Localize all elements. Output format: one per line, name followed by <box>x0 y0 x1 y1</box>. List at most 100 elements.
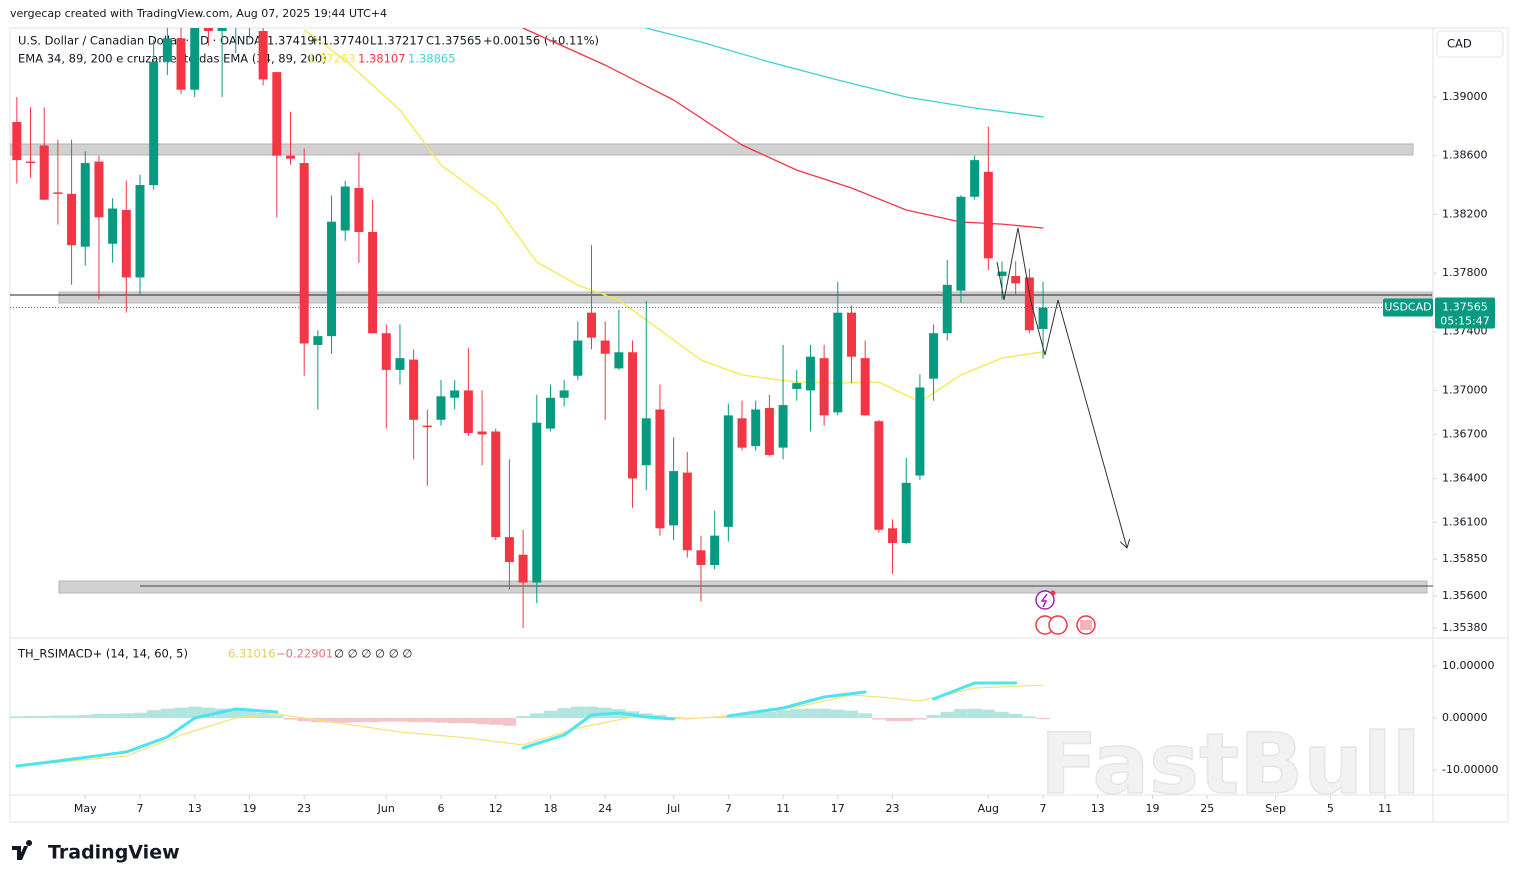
zone <box>58 580 1428 594</box>
candle-body <box>135 185 145 278</box>
credit: vergecap created with TradingView.com, A… <box>10 7 387 20</box>
currency-button[interactable] <box>1436 30 1504 58</box>
histogram-bar <box>735 713 749 718</box>
histogram-bar <box>776 710 790 718</box>
candle-body <box>299 163 309 344</box>
x-tick-label: 13 <box>1091 802 1105 815</box>
candle-body <box>1024 277 1034 331</box>
histogram-bar <box>981 709 996 718</box>
x-tick-label: Jul <box>666 802 680 815</box>
y-tick-label: 1.38600 <box>1442 149 1488 162</box>
y-tick-label: 1.37800 <box>1442 266 1488 279</box>
indicator-pane <box>10 681 1050 768</box>
histogram-bar <box>762 711 777 718</box>
histogram-bar <box>393 717 407 722</box>
event-icon[interactable] <box>1035 590 1055 610</box>
x-tick-label: Sep <box>1265 802 1286 815</box>
y-tick-label: 1.35600 <box>1442 589 1488 602</box>
histogram-bar <box>926 714 941 718</box>
candle-body <box>409 359 419 420</box>
candle-body <box>833 312 843 413</box>
candle-body <box>217 28 227 32</box>
x-tick-label: 12 <box>489 802 503 815</box>
candle-body <box>778 405 788 448</box>
flag-ca[interactable] <box>1048 615 1068 635</box>
logo-mark <box>12 840 33 860</box>
x-tick-label: 6 <box>438 802 445 815</box>
histogram-bar <box>1022 716 1037 718</box>
candle-body <box>108 208 118 244</box>
x-tick-label: 18 <box>543 802 557 815</box>
x-tick-label: 11 <box>776 802 790 815</box>
y-tick-label: 1.35380 <box>1442 621 1488 634</box>
histogram-bar <box>105 713 120 718</box>
histogram-bar <box>666 716 681 718</box>
histogram-bar <box>543 710 558 718</box>
histogram-bar <box>365 717 380 723</box>
histogram-bar <box>995 711 1009 718</box>
line <box>303 29 1044 403</box>
candle-body <box>80 163 90 247</box>
candle-body <box>805 356 815 391</box>
candle-body <box>258 31 268 80</box>
x-tick-label: 7 <box>136 802 143 815</box>
candle-body <box>450 390 460 398</box>
candle-body <box>203 28 213 32</box>
candle-body <box>285 155 295 159</box>
candle-body <box>559 390 569 398</box>
histogram-bar <box>228 709 243 718</box>
macd-signal-value: 6.31016 <box>228 647 276 661</box>
candle-body <box>682 472 692 551</box>
candle-body <box>313 336 323 345</box>
histogram-bar <box>529 713 544 718</box>
histogram-bar <box>338 717 353 723</box>
y-tick-label: 1.36400 <box>1442 471 1488 484</box>
x-tick-label: 24 <box>598 802 612 815</box>
candle-body <box>614 352 624 369</box>
candle-body <box>149 61 159 186</box>
symbol-tag: USDCAD <box>1384 301 1431 314</box>
histogram-bar <box>1008 713 1023 718</box>
candle-body <box>764 408 774 455</box>
histogram-bar <box>817 708 831 718</box>
histogram-bar <box>23 715 38 718</box>
candle-body <box>696 550 706 565</box>
flag-us-fill <box>1080 620 1092 630</box>
histogram-bar <box>434 717 448 723</box>
candle-body <box>737 418 747 448</box>
histogram-bar <box>174 707 188 718</box>
axes: 1.390001.386001.382001.378001.374001.370… <box>74 90 1499 815</box>
x-tick-label: 19 <box>1146 802 1160 815</box>
y-tick-label: 1.36700 <box>1442 427 1488 440</box>
symbol-tag-box <box>1383 298 1433 317</box>
histogram-bar <box>297 717 311 722</box>
histogram-bar <box>92 713 106 718</box>
price-tag-box <box>1435 297 1495 329</box>
y-tick-label: 1.36100 <box>1442 515 1488 528</box>
event-bolt <box>1040 593 1048 608</box>
candle-body <box>477 431 487 435</box>
candle-body <box>655 409 665 529</box>
logo-text: TradingView <box>48 842 180 864</box>
candle-body <box>641 418 651 466</box>
histogram-bar <box>803 708 818 718</box>
macd-hist-value: −0.22901 <box>276 647 333 661</box>
histogram-bar <box>160 708 175 718</box>
candle-body <box>751 409 761 447</box>
histogram-bar <box>680 717 695 718</box>
candle-body <box>121 209 131 278</box>
symbol-title: U.S. Dollar / Canadian Dollar · 1D · OAN… <box>18 34 262 48</box>
x-tick-label: 23 <box>297 802 311 815</box>
y-tick-label: 10.00000 <box>1442 659 1495 672</box>
histogram-bar <box>352 717 366 723</box>
candle-body <box>600 340 610 354</box>
x-tick-label: 13 <box>188 802 202 815</box>
histogram-bar <box>844 710 859 718</box>
candle-body <box>190 28 200 90</box>
macd-extra: ∅ ∅ ∅ ∅ ∅ ∅ <box>334 647 412 661</box>
candle-body <box>669 471 679 526</box>
candle-body <box>942 284 952 334</box>
drawings <box>10 143 1433 594</box>
zone <box>58 291 1433 304</box>
